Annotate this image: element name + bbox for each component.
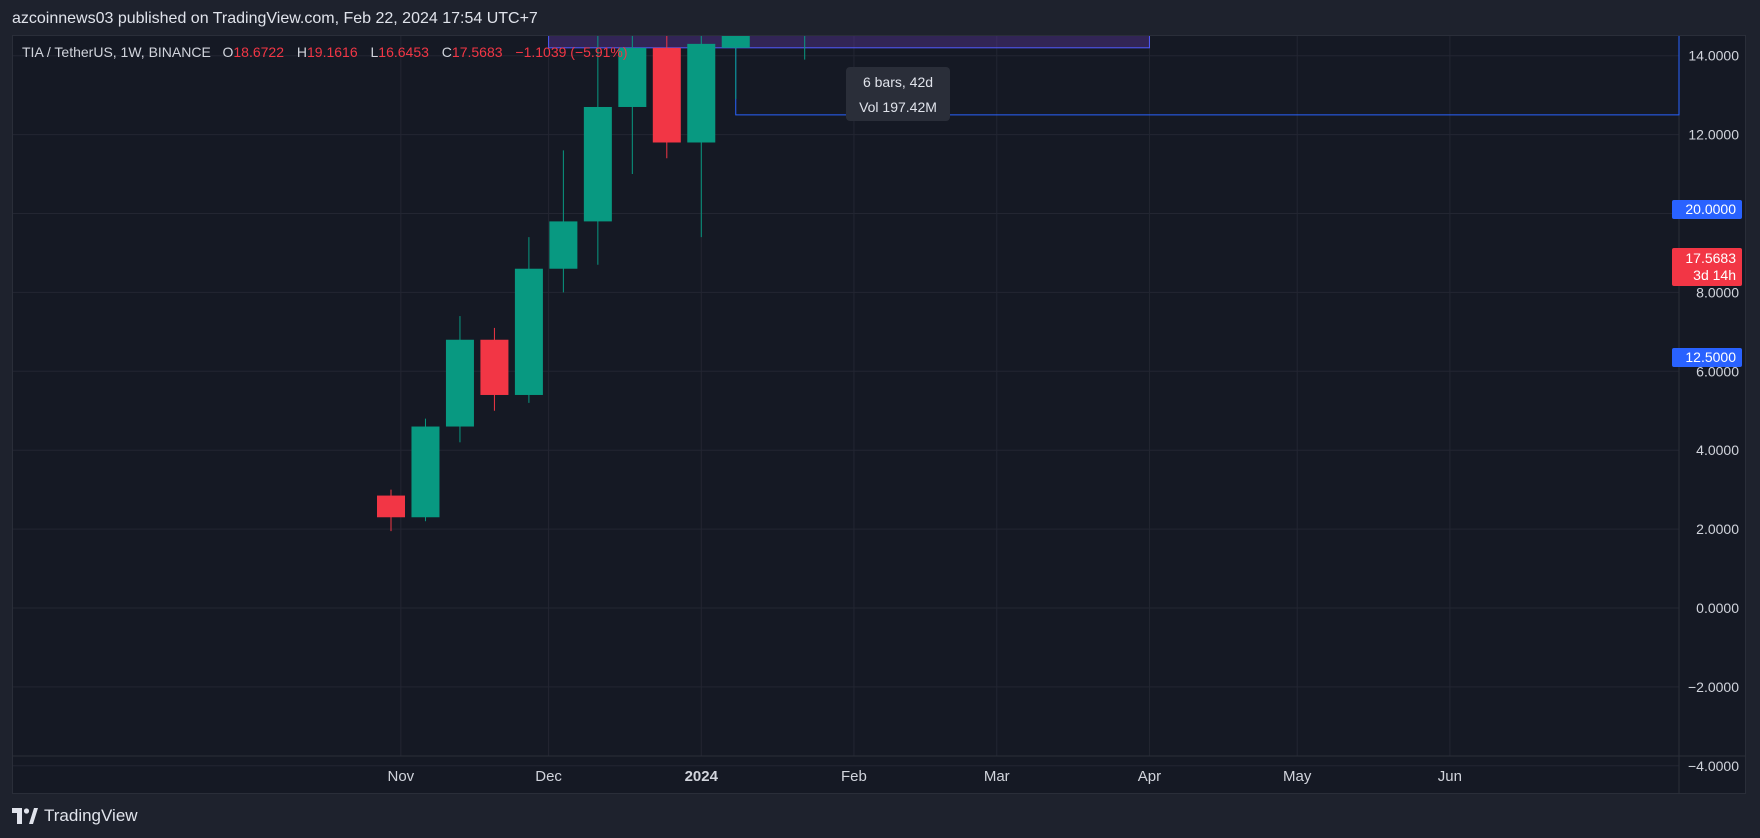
time-tick-label: Mar [984, 768, 1010, 785]
candle-body [411, 426, 440, 518]
candle-body [480, 339, 509, 395]
price-tick-label: 2.0000 [1696, 521, 1739, 537]
price-tick-label: 12.0000 [1688, 127, 1739, 143]
price-axis: 28.000026.000024.000022.000020.000018.00… [1688, 48, 1739, 774]
candle [618, 36, 647, 175]
published-text: azcoinnews03 published on TradingView.co… [12, 10, 538, 27]
support-resistance-range [735, 36, 1680, 116]
candle-body [721, 36, 750, 48]
price-tick-label: −2.0000 [1688, 679, 1739, 695]
candle [514, 237, 543, 403]
range-tooltip: 6 bars, 42d Vol 197.42M [846, 67, 950, 121]
close-value: 17.5683 [451, 44, 503, 60]
low-value: 16.6453 [378, 44, 429, 60]
candle [583, 36, 612, 265]
time-axis: Nov Dec 2024 Feb Mar Apr May Jun [388, 768, 1462, 785]
price-tick-label: 14.0000 [1688, 48, 1739, 64]
candle [445, 316, 474, 443]
time-tick-label: May [1283, 768, 1312, 785]
countdown-value: 3d 14h [1693, 267, 1736, 283]
candle-body [445, 339, 474, 427]
candle-body [618, 47, 647, 107]
top-bar: azcoinnews03 published on TradingView.co… [0, 0, 1760, 38]
price-tag-upper-value: 20.0000 [1685, 201, 1736, 217]
time-tick-label: Dec [535, 768, 562, 785]
price-tag-current: 17.5683 3d 14h [1672, 248, 1742, 286]
change-value: −1.1039 (−5.91%) [515, 44, 628, 60]
candles-layer [377, 36, 806, 532]
candle [480, 327, 509, 411]
bottom-bar [0, 794, 1760, 838]
price-tick-label: 4.0000 [1696, 442, 1739, 458]
time-tick-label: Feb [841, 768, 867, 785]
candle [687, 36, 716, 238]
price-tick-label: 0.0000 [1696, 600, 1739, 616]
candle-body [652, 47, 681, 143]
open-value: 18.6722 [233, 44, 284, 60]
high-label: H [296, 44, 307, 60]
time-tick-label: 2024 [685, 768, 719, 785]
tradingview-brand: TradingView [44, 806, 138, 825]
candle-body [687, 43, 716, 143]
price-tag-upper-level[interactable]: 20.0000 [1672, 200, 1742, 219]
candle-body [583, 106, 612, 222]
candle [377, 489, 405, 532]
low-label: L [370, 44, 379, 60]
close-label: C [441, 44, 452, 60]
tradingview-logo[interactable]: TradingView [12, 806, 138, 826]
tooltip-volume: Vol 197.42M [859, 99, 937, 115]
demand-zone-box [548, 36, 1150, 49]
symbol-legend: TIA / TetherUS, 1W, BINANCE O18.6722 H19… [22, 44, 637, 60]
high-value: 19.1616 [307, 44, 358, 60]
price-tick-label: 8.0000 [1696, 284, 1739, 300]
candle [549, 150, 578, 293]
candle [652, 36, 681, 159]
time-tick-label: Apr [1138, 768, 1161, 785]
current-price-value: 17.5683 [1685, 250, 1736, 266]
time-tick-label: Jun [1438, 768, 1462, 785]
symbol-name[interactable]: TIA / TetherUS, 1W, BINANCE [22, 44, 211, 60]
price-tag-lower-value: 12.5000 [1685, 349, 1736, 365]
chart-canvas[interactable]: 28.000026.000024.000022.000020.000018.00… [13, 36, 1745, 793]
tradingview-logo-icon [12, 808, 38, 824]
candle-body [514, 268, 543, 395]
candle [721, 36, 750, 100]
candle-body [377, 495, 405, 518]
price-tag-lower-level[interactable]: 12.5000 [1672, 348, 1742, 367]
candle [411, 418, 440, 522]
price-tick-label: −4.0000 [1688, 758, 1739, 774]
grid-layer [13, 36, 1745, 793]
time-tick-label: Nov [388, 768, 415, 785]
price-tick-label: 6.0000 [1696, 363, 1739, 379]
chart-frame[interactable]: 28.000026.000024.000022.000020.000018.00… [12, 35, 1746, 794]
drawings-layer [548, 36, 1680, 116]
open-label: O [222, 44, 234, 60]
candle-body [549, 221, 578, 269]
tooltip-bars: 6 bars, 42d [862, 74, 934, 90]
